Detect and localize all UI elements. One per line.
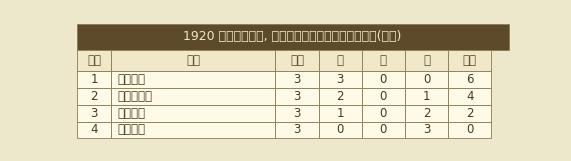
- Bar: [448, 88, 491, 105]
- Text: 2: 2: [466, 107, 473, 120]
- Bar: [319, 122, 362, 138]
- Bar: [405, 71, 448, 88]
- Bar: [362, 88, 405, 105]
- Text: 敗: 敗: [423, 54, 430, 67]
- Text: 0: 0: [423, 73, 430, 86]
- Bar: [405, 88, 448, 105]
- Text: 1: 1: [423, 90, 431, 103]
- Text: フランス: フランス: [118, 123, 146, 137]
- Bar: [405, 105, 448, 122]
- Bar: [405, 50, 448, 71]
- Text: 順位: 順位: [87, 54, 101, 67]
- Text: 3: 3: [293, 123, 301, 137]
- Text: 6: 6: [466, 73, 473, 86]
- Bar: [111, 50, 275, 71]
- Bar: [362, 105, 405, 122]
- Text: 0: 0: [380, 107, 387, 120]
- Text: 1: 1: [336, 107, 344, 120]
- Bar: [362, 50, 405, 71]
- Text: 勝: 勝: [337, 54, 344, 67]
- Text: 3: 3: [336, 73, 344, 86]
- Text: 3: 3: [90, 107, 98, 120]
- Bar: [77, 50, 111, 71]
- Text: 4: 4: [466, 90, 473, 103]
- Bar: [77, 24, 509, 50]
- Text: 3: 3: [293, 107, 301, 120]
- Text: 0: 0: [466, 123, 473, 137]
- Bar: [275, 105, 319, 122]
- Text: デンマーク: デンマーク: [118, 90, 153, 103]
- Text: 2: 2: [336, 90, 344, 103]
- Text: 1920 アントワープ, ベルギー／フィールドホッケー(男子): 1920 アントワープ, ベルギー／フィールドホッケー(男子): [183, 30, 402, 43]
- Bar: [448, 71, 491, 88]
- Text: 勝点: 勝点: [463, 54, 477, 67]
- Text: 2: 2: [90, 90, 98, 103]
- Text: 0: 0: [336, 123, 344, 137]
- Text: 0: 0: [380, 123, 387, 137]
- Bar: [111, 88, 275, 105]
- Bar: [77, 71, 111, 88]
- Text: 3: 3: [293, 73, 301, 86]
- Bar: [275, 71, 319, 88]
- Bar: [319, 105, 362, 122]
- Bar: [275, 88, 319, 105]
- Bar: [111, 71, 275, 88]
- Bar: [275, 122, 319, 138]
- Bar: [111, 105, 275, 122]
- Bar: [77, 105, 111, 122]
- Text: 0: 0: [380, 90, 387, 103]
- Bar: [319, 50, 362, 71]
- Text: 1: 1: [90, 73, 98, 86]
- Bar: [448, 50, 491, 71]
- Bar: [362, 122, 405, 138]
- Bar: [319, 71, 362, 88]
- Text: 0: 0: [380, 73, 387, 86]
- Bar: [77, 122, 111, 138]
- Bar: [111, 122, 275, 138]
- Bar: [405, 122, 448, 138]
- Text: 国名: 国名: [186, 54, 200, 67]
- Text: 3: 3: [423, 123, 430, 137]
- Text: イギリス: イギリス: [118, 73, 146, 86]
- Bar: [448, 122, 491, 138]
- Bar: [275, 50, 319, 71]
- Text: 4: 4: [90, 123, 98, 137]
- Text: 分: 分: [380, 54, 387, 67]
- Bar: [362, 71, 405, 88]
- Bar: [319, 88, 362, 105]
- Bar: [448, 105, 491, 122]
- Text: ベルギー: ベルギー: [118, 107, 146, 120]
- Text: 2: 2: [423, 107, 431, 120]
- Bar: [77, 88, 111, 105]
- Text: 試合: 試合: [290, 54, 304, 67]
- Text: 3: 3: [293, 90, 301, 103]
